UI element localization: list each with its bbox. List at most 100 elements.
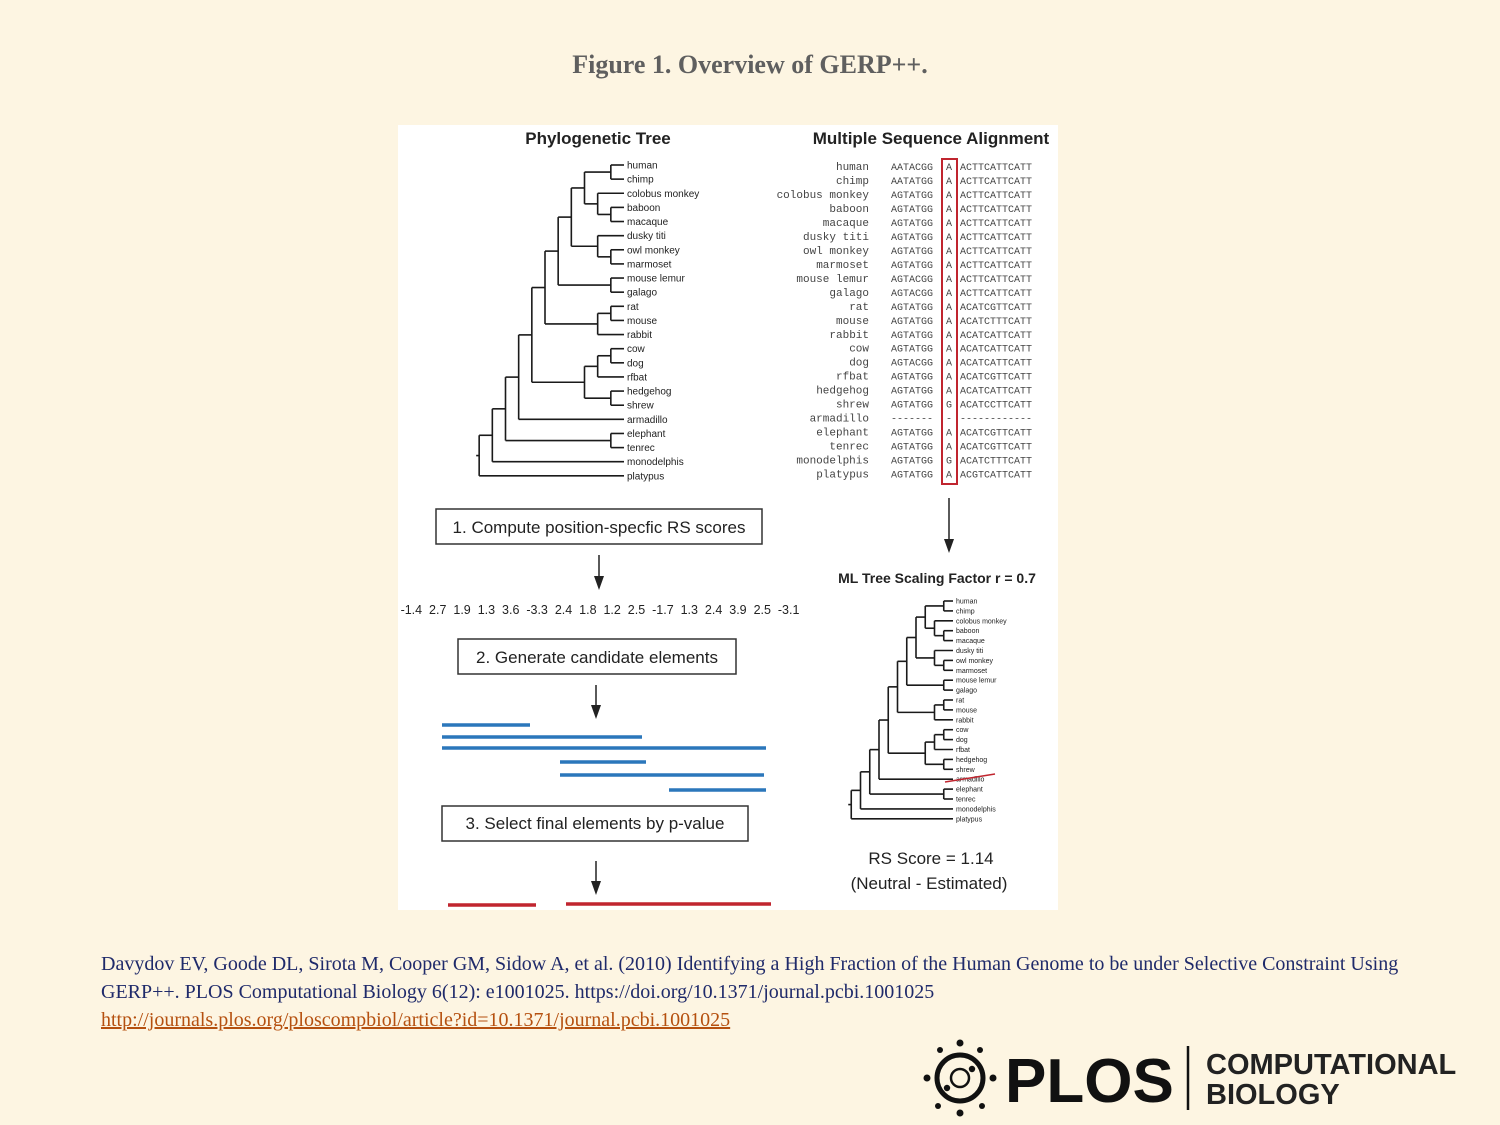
species-label: baboon <box>956 628 979 635</box>
alignment-site: A <box>946 471 952 482</box>
alignment-site: A <box>946 303 952 314</box>
species-label: chimp <box>627 175 654 186</box>
species-label: human <box>956 598 978 605</box>
step3-box <box>441 805 749 842</box>
candidate-elements <box>442 723 766 792</box>
species-label: chimp <box>956 608 975 615</box>
plos-wordmark: PLOS <box>1005 1047 1174 1116</box>
alignment-left: AGTATGG <box>891 191 933 202</box>
alignment-species: rat <box>849 302 869 314</box>
alignment-left: AATATGG <box>891 177 933 188</box>
species-label: macaque <box>956 638 985 645</box>
alignment-right: ACATCGTTCATT <box>960 429 1032 440</box>
article-link[interactable]: http://journals.plos.org/ploscompbiol/ar… <box>101 1009 731 1031</box>
alignment-right: ACATCATTCATT <box>960 345 1032 356</box>
species-label: cow <box>956 727 969 734</box>
alignment-left: AGTACGG <box>891 359 933 370</box>
alignment-right: ACATCATTCATT <box>960 359 1032 370</box>
alignment-left: AGTATGG <box>891 429 933 440</box>
plos-logo: PLOS COMPUTATIONAL BIOLOGY <box>923 1039 1456 1117</box>
alignment-site: G <box>946 457 952 468</box>
alignment-species: cow <box>849 344 869 356</box>
figure-svg: Phylogenetic Tree Multiple Sequence Alig… <box>401 129 1050 907</box>
step3-label: 3. Select final elements by p-value <box>466 814 725 833</box>
species-label: cow <box>627 344 646 355</box>
alignment-species: chimp <box>836 176 869 188</box>
species-label: rabbit <box>627 330 652 341</box>
alignment-site: A <box>946 177 952 188</box>
alignment-left: AGTATGG <box>891 205 933 216</box>
ml-tree-title: ML Tree Scaling Factor r = 0.7 <box>838 570 1036 586</box>
alignment-right: ACATCGTTCATT <box>960 373 1032 384</box>
species-label: owl monkey <box>627 245 680 256</box>
alignment-right: ACTTCATTCATT <box>960 177 1032 188</box>
alignment-right: ACTTCATTCATT <box>960 289 1032 300</box>
species-label: mouse <box>956 707 977 714</box>
alignment-right: ACATCATTCATT <box>960 331 1032 342</box>
species-label: hedgehog <box>956 757 987 764</box>
alignment-species: elephant <box>816 428 869 440</box>
species-label: rat <box>956 697 964 704</box>
species-label: elephant <box>627 429 666 440</box>
logo-line1: COMPUTATIONAL <box>1206 1049 1456 1081</box>
figure-title: Figure 1. Overview of GERP++. <box>572 50 928 79</box>
alignment-right: ACTTCATTCATT <box>960 261 1032 272</box>
alignment-site: A <box>946 443 952 454</box>
alignment-right: ACTTCATTCATT <box>960 219 1032 230</box>
alignment-species: human <box>836 162 869 174</box>
species-label: dog <box>956 737 968 744</box>
alignment-species: mouse <box>836 316 869 328</box>
alignment-site: A <box>946 205 952 216</box>
alignment-left: AGTATGG <box>891 373 933 384</box>
species-label: dog <box>627 358 644 369</box>
tree-species-labels: human chimp colobus monkey baboon macaque dus… <box>627 161 699 483</box>
step2-label: 2. Generate candidate elements <box>476 648 718 667</box>
species-label: marmoset <box>627 259 672 270</box>
alignment-site: A <box>946 233 952 244</box>
alignment-left: AGTATGG <box>891 261 933 272</box>
species-label: galago <box>956 688 977 695</box>
alignment-right: ACTTCATTCATT <box>960 205 1032 216</box>
alignment-species: monodelphis <box>796 456 869 468</box>
species-label: hedgehog <box>627 387 672 398</box>
rs-scores: -1.4 2.7 1.9 1.3 3.6 -3.3 2.4 1.8 1.2 2.… <box>401 603 800 617</box>
alignment-site: G <box>946 401 952 412</box>
arrow-down-icon <box>591 685 601 719</box>
alignment-right: ACTTCATTCATT <box>960 247 1032 258</box>
species-label: rfbat <box>627 372 647 383</box>
alignment-left: AGTATGG <box>891 247 933 258</box>
species-label: macaque <box>627 217 669 228</box>
alignment-species: colobus monkey <box>777 190 870 202</box>
msa-title: Multiple Sequence Alignment <box>813 129 1050 148</box>
plos-globe-icon <box>923 1039 997 1117</box>
arrow-down-icon <box>594 555 604 590</box>
species-label: platypus <box>956 816 983 823</box>
alignment-species: dog <box>849 358 869 370</box>
alignment-site: A <box>946 219 952 230</box>
alignment-left: AGTATGG <box>891 471 933 482</box>
alignment-left: AGTATGG <box>891 317 933 328</box>
alignment-site: A <box>946 191 952 202</box>
species-label: baboon <box>627 203 660 214</box>
alignment-species: marmoset <box>816 260 869 272</box>
alignment-left: AGTATGG <box>891 443 933 454</box>
alignment-site: A <box>946 345 952 356</box>
alignment-species: rfbat <box>836 372 869 384</box>
alignment-left: ------- <box>891 415 933 426</box>
species-label: human <box>627 161 658 172</box>
alignment-site: A <box>946 289 952 300</box>
species-label: armadillo <box>956 777 985 784</box>
alignment-site: A <box>946 317 952 328</box>
rs-score-value: RS Score = 1.14 <box>868 849 993 868</box>
citation: Davydov EV, Goode DL, Sirota M, Cooper G… <box>101 950 1431 1034</box>
alignment-right: ACGTCATTCATT <box>960 471 1032 482</box>
alignment-left: AGTACGG <box>891 275 933 286</box>
alignment-left: AGTATGG <box>891 457 933 468</box>
species-label: shrew <box>627 401 654 412</box>
arrow-down-icon <box>944 498 954 553</box>
alignment-site: A <box>946 373 952 384</box>
logo-line2: BIOLOGY <box>1206 1079 1340 1111</box>
final-elements <box>448 902 771 907</box>
alignment-site: A <box>946 387 952 398</box>
alignment-site: A <box>946 331 952 342</box>
